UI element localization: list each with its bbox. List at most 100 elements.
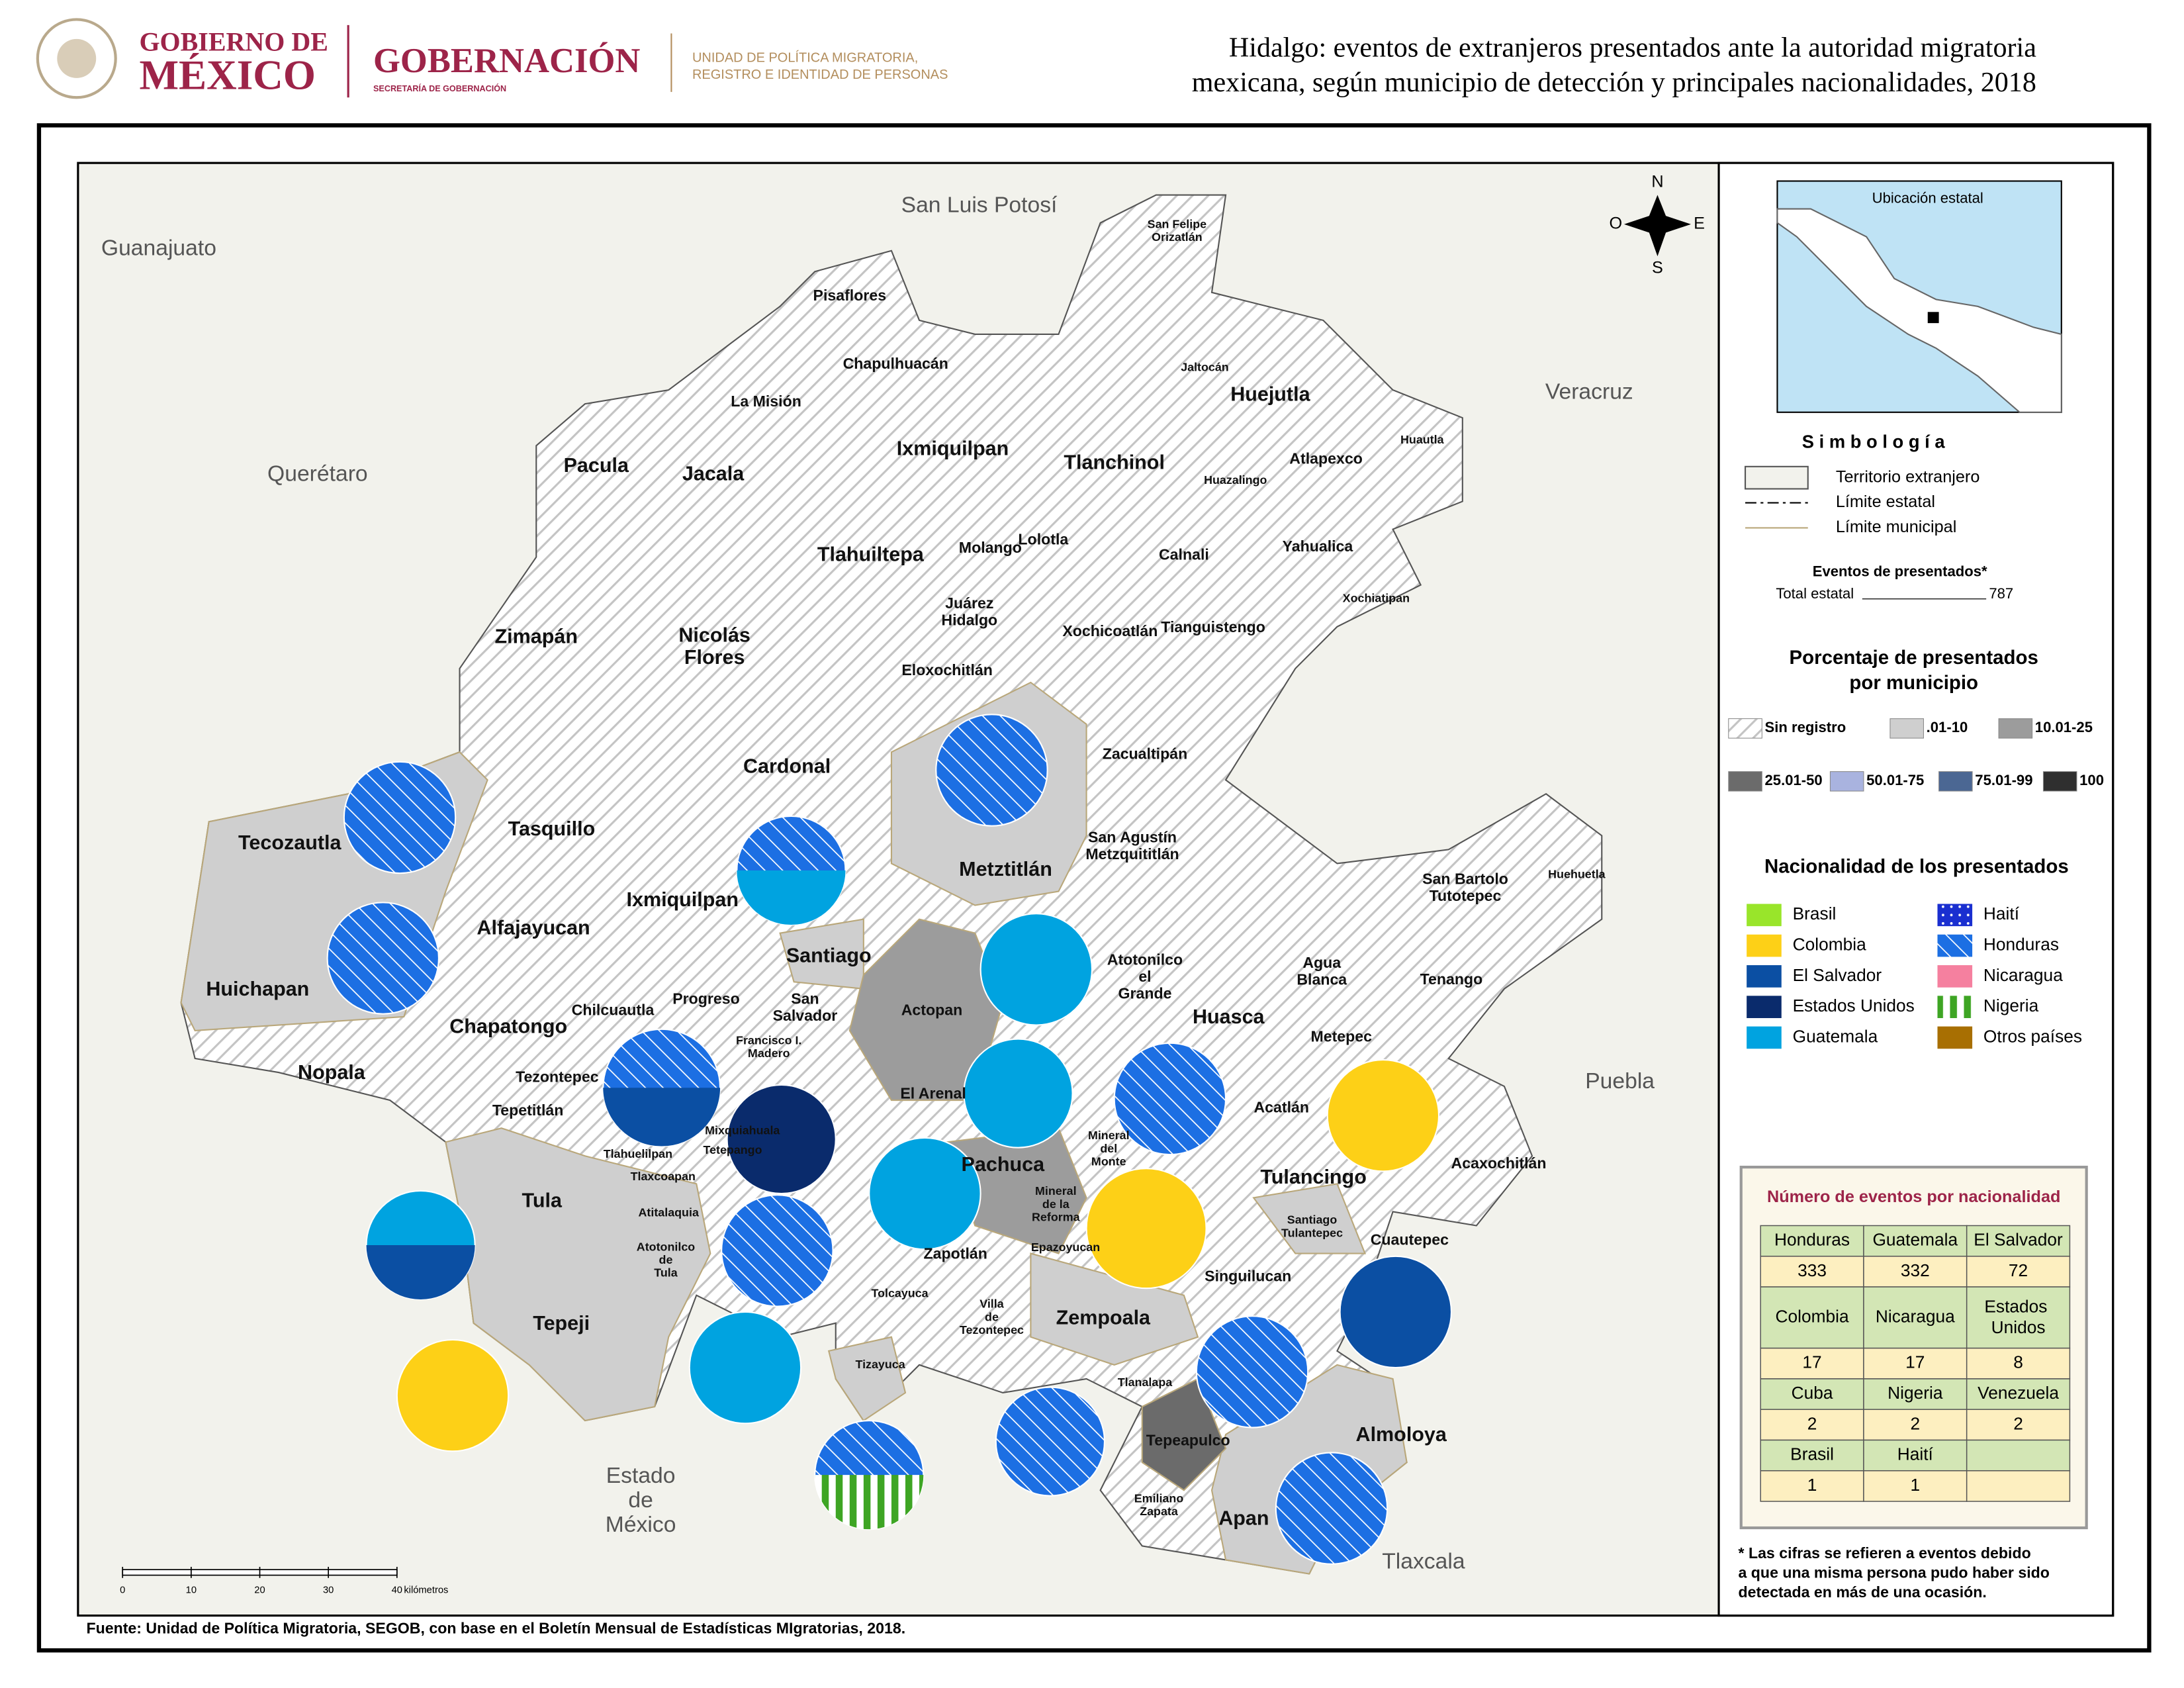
municipality-label-line: Tolcayuca xyxy=(872,1286,929,1299)
municipality-label-line: Tlanchinol xyxy=(1064,451,1165,474)
pie xyxy=(868,1137,981,1250)
pie xyxy=(1085,1168,1207,1289)
municipality-label-line: Reforma xyxy=(1032,1210,1081,1223)
municipality-area xyxy=(445,1127,711,1422)
municipality-label: Tlanalapa xyxy=(1118,1376,1173,1389)
table-cell xyxy=(1760,1470,1864,1502)
municipality-label-line: Mineral xyxy=(1035,1184,1077,1197)
pie xyxy=(343,761,457,874)
municipality-label-line: Tianguistengo xyxy=(1161,618,1265,635)
municipality-label-line: de xyxy=(659,1253,673,1266)
percent-swatch xyxy=(2042,771,2077,792)
municipality-label: Tepeji xyxy=(533,1312,590,1335)
gov-line2: MÉXICO xyxy=(139,52,316,98)
neighbor-label-line: Querétaro xyxy=(267,461,368,486)
municipality-label-line: Tlanalapa xyxy=(1118,1376,1173,1389)
neighbor-label: Puebla xyxy=(1585,1069,1655,1094)
table-text: Cuba xyxy=(1792,1383,1833,1403)
municipality-label: Calnali xyxy=(1159,546,1209,563)
municipality-label: Apan xyxy=(1218,1507,1269,1529)
municipality-label: Agua Blanca xyxy=(1297,954,1347,988)
municipality-label-line: Emiliano xyxy=(1134,1491,1184,1505)
pie xyxy=(1195,1315,1309,1429)
symbology-item: Límite estatal xyxy=(1836,492,1935,511)
table-text: Colombia xyxy=(1776,1306,1849,1326)
municipality-label-line: Blanca xyxy=(1297,970,1347,988)
municipality-label-line: Nicolás xyxy=(678,624,751,647)
municipality-label-line: de xyxy=(985,1310,999,1323)
table-cell xyxy=(1966,1286,2071,1349)
source: Fuente: Unidad de Política Migratoria, S… xyxy=(86,1620,905,1637)
emblem-center xyxy=(57,38,97,78)
municipality-label: Juárez Hidalgo xyxy=(941,594,997,628)
municipality-label-line: Santiago xyxy=(1287,1213,1338,1226)
municipality-label-line: Mineral xyxy=(1088,1129,1130,1142)
municipality-label: Zapotlán xyxy=(924,1245,987,1262)
pie xyxy=(979,913,1093,1026)
events-title: Eventos de presentados* xyxy=(1813,563,1987,580)
neighbor-label-line: Puebla xyxy=(1585,1069,1655,1094)
total-label: Total estatal xyxy=(1776,585,1854,602)
municipality-label: Tasquillo xyxy=(508,818,596,840)
municipality-label: Santiago xyxy=(786,944,872,966)
municipality-label-line: Yahualica xyxy=(1283,538,1354,555)
municipality-label-line: Tlahuiltepa xyxy=(817,543,925,566)
municipality-label-line: Tetepango xyxy=(703,1143,762,1156)
pie xyxy=(721,1194,834,1307)
municipality-label: Atotonilco el Grande xyxy=(1107,951,1183,1002)
compass-label: N xyxy=(1651,172,1663,191)
municipality-label-line: Jacala xyxy=(682,463,745,485)
pie xyxy=(688,1311,802,1425)
scale-label: 20 xyxy=(254,1585,265,1596)
municipality-label: Molango xyxy=(959,539,1022,556)
municipality-label-line: San Bartolo xyxy=(1422,870,1508,888)
municipality-label-line: Metzquititlán xyxy=(1085,845,1179,863)
percent-label: 50.01-75 xyxy=(1866,772,1924,788)
nationality-label: Haití xyxy=(1983,904,2020,923)
table-text: 17 xyxy=(1905,1352,1925,1372)
municipality-label-line: San Felipe xyxy=(1148,217,1206,230)
municipality-label-line: Tutotepec xyxy=(1430,887,1502,904)
municipality-label: Acatlán xyxy=(1253,1099,1309,1116)
municipality-label-line: Chapulhuacán xyxy=(843,355,948,372)
municipality-label-line: Huazalingo xyxy=(1204,473,1267,487)
municipality-label: San Agustín Metzquititlán xyxy=(1085,829,1179,863)
municipality-label-line: Mixquiahuala xyxy=(705,1123,780,1137)
neighbor-label-line: Tlaxcala xyxy=(1382,1550,1465,1574)
municipality-label: Mineral del Monte xyxy=(1088,1129,1130,1168)
municipality-label-line: Xochicoatlán xyxy=(1062,622,1158,639)
municipality-label: Tepetitlán xyxy=(492,1102,564,1119)
municipality-label-line: Zapata xyxy=(1140,1505,1179,1518)
municipality-label: Atotonilco de Tula xyxy=(637,1240,695,1279)
municipality-label: Emiliano Zapata xyxy=(1134,1491,1184,1518)
neighbor-label: Veracruz xyxy=(1545,379,1633,404)
table-text: 332 xyxy=(1901,1260,1930,1280)
municipality-label-line: Tulantepec xyxy=(1281,1226,1343,1239)
compass-label: S xyxy=(1652,259,1663,277)
municipality-label: Acaxochitlán xyxy=(1451,1154,1547,1172)
municipality-label-line: Jaltocán xyxy=(1181,360,1229,373)
neighbor-label-line: San Luis Potosí xyxy=(901,193,1058,217)
municipality-label-line: Zempoala xyxy=(1056,1307,1151,1329)
table-text-line: Estados xyxy=(1984,1297,2052,1317)
municipality-label: Atitalaquia xyxy=(639,1205,700,1219)
municipality-label: Progreso xyxy=(672,990,740,1008)
municipality-label: Tula xyxy=(522,1190,562,1212)
table-cell xyxy=(1760,1256,1864,1288)
gov-line1: GOBIERNO DE xyxy=(139,27,328,57)
ministry: GOBERNACIÓN xyxy=(373,42,640,80)
municipality-label-line: Progreso xyxy=(672,990,740,1008)
percent-label: 100 xyxy=(2079,772,2104,788)
municipality-label: Tizayuca xyxy=(856,1358,906,1371)
neighbor-label-line: México xyxy=(606,1513,676,1537)
municipality-label-line: Pisaflores xyxy=(813,287,887,304)
inset-land xyxy=(1776,208,2062,413)
municipality-label: Huehuetla xyxy=(1548,867,1606,880)
table-text: 2 xyxy=(1910,1413,1920,1433)
table-cell xyxy=(1863,1347,1968,1380)
municipality-label-line: Epazoyucan xyxy=(1031,1241,1100,1254)
municipality-label-line: Pacula xyxy=(564,454,629,477)
municipality-label-line: Metztitlán xyxy=(959,858,1052,880)
symbology-item: Territorio extranjero xyxy=(1836,467,1980,486)
